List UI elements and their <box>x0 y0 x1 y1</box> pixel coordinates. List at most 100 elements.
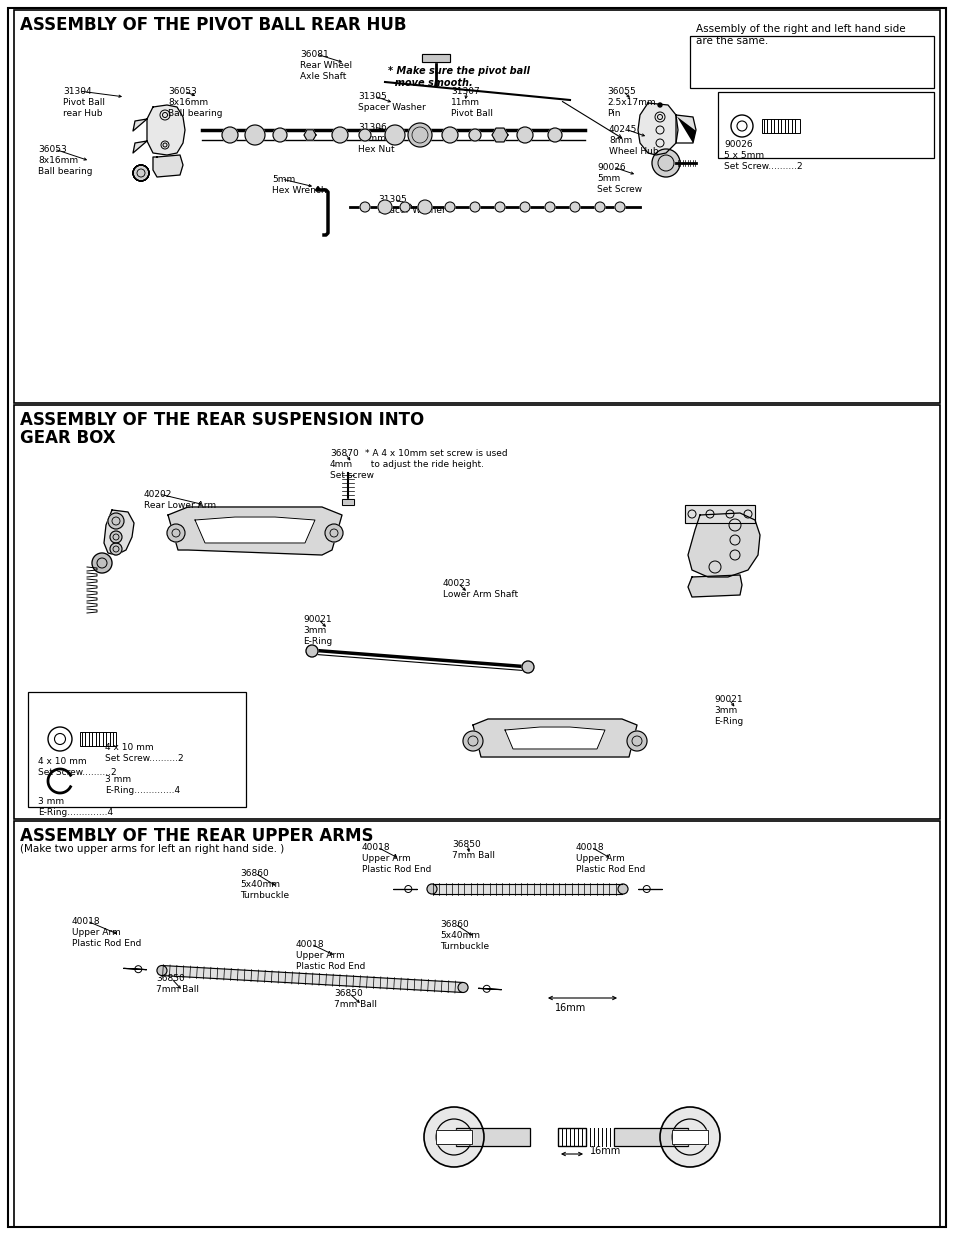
Polygon shape <box>104 510 133 555</box>
Bar <box>671 1130 707 1144</box>
Circle shape <box>427 884 436 894</box>
Text: Assembly of the right and left hand side
are the same.: Assembly of the right and left hand side… <box>696 23 904 47</box>
Polygon shape <box>638 103 678 156</box>
Circle shape <box>651 149 679 177</box>
Polygon shape <box>163 966 462 993</box>
Circle shape <box>417 200 432 214</box>
Text: 16mm: 16mm <box>555 1003 586 1013</box>
Bar <box>718 91 933 158</box>
Text: 36860
5x40mm
Turnbuckle: 36860 5x40mm Turnbuckle <box>240 869 289 900</box>
Polygon shape <box>304 130 315 141</box>
Text: 4 x 10 mm
Set Screw..........2: 4 x 10 mm Set Screw..........2 <box>38 757 116 777</box>
Text: 3 mm
E-Ring..............4: 3 mm E-Ring..............4 <box>105 776 180 795</box>
Text: 36850
7mm Ball: 36850 7mm Ball <box>452 840 495 860</box>
Circle shape <box>273 128 287 142</box>
Circle shape <box>519 203 530 212</box>
Bar <box>421 54 450 62</box>
Circle shape <box>423 1107 483 1167</box>
Circle shape <box>358 128 371 141</box>
Circle shape <box>408 124 432 147</box>
Polygon shape <box>132 119 147 131</box>
Text: ASSEMBLY OF THE REAR UPPER ARMS: ASSEMBLY OF THE REAR UPPER ARMS <box>20 827 374 845</box>
Text: 36870
4mm
Set screw: 36870 4mm Set screw <box>330 450 374 480</box>
Circle shape <box>444 203 455 212</box>
Text: 36055
2.5x17mm
Pin: 36055 2.5x17mm Pin <box>606 86 655 119</box>
Text: 36053
8x16mm
Ball bearing: 36053 8x16mm Ball bearing <box>38 144 92 177</box>
Circle shape <box>167 524 185 542</box>
Circle shape <box>306 645 317 657</box>
Circle shape <box>132 165 149 182</box>
Text: 4 x 10 mm
Set Screw..........2: 4 x 10 mm Set Screw..........2 <box>105 743 183 763</box>
Circle shape <box>658 103 661 107</box>
Bar <box>436 1130 472 1144</box>
Text: 40018
Upper Arm
Plastic Rod End: 40018 Upper Arm Plastic Rod End <box>361 844 431 874</box>
Circle shape <box>110 531 122 543</box>
Bar <box>436 1130 472 1144</box>
Text: 90026
5 x 5mm
Set Screw..........2: 90026 5 x 5mm Set Screw..........2 <box>723 140 801 172</box>
Circle shape <box>469 128 480 141</box>
Circle shape <box>359 203 370 212</box>
Bar <box>341 499 354 505</box>
Polygon shape <box>194 517 314 543</box>
Bar <box>671 1130 707 1144</box>
Polygon shape <box>132 141 147 153</box>
Text: 40018
Upper Arm
Plastic Rod End: 40018 Upper Arm Plastic Rod End <box>71 918 141 948</box>
Polygon shape <box>676 115 696 130</box>
Text: 90021
3mm
E-Ring: 90021 3mm E-Ring <box>303 615 332 646</box>
Text: 16mm: 16mm <box>589 1146 620 1156</box>
Polygon shape <box>478 988 501 989</box>
Circle shape <box>441 127 457 143</box>
Polygon shape <box>123 968 147 969</box>
Bar <box>14 405 939 819</box>
Polygon shape <box>147 105 185 156</box>
Text: 31305
Spacer Washer: 31305 Spacer Washer <box>377 195 445 215</box>
Circle shape <box>495 203 504 212</box>
Text: 31304
Pivot Ball
rear Hub: 31304 Pivot Ball rear Hub <box>63 86 105 119</box>
Bar <box>421 54 450 62</box>
Circle shape <box>626 731 646 751</box>
Circle shape <box>110 543 122 555</box>
Bar <box>761 119 800 133</box>
Text: 36850
7mm Ball: 36850 7mm Ball <box>334 989 376 1009</box>
Bar <box>614 1128 687 1146</box>
Text: ASSEMBLY OF THE REAR SUSPENSION INTO: ASSEMBLY OF THE REAR SUSPENSION INTO <box>20 411 424 429</box>
Polygon shape <box>687 576 741 597</box>
Circle shape <box>245 125 265 144</box>
Bar <box>341 499 354 505</box>
Text: 90026
5mm
Set Screw: 90026 5mm Set Screw <box>597 163 641 194</box>
Polygon shape <box>168 508 341 555</box>
Circle shape <box>659 1107 720 1167</box>
Polygon shape <box>152 156 183 177</box>
Bar <box>684 505 754 522</box>
Bar <box>456 1128 530 1146</box>
Circle shape <box>325 524 343 542</box>
Bar <box>684 505 754 522</box>
Text: 36860
5x40mm
Turnbuckle: 36860 5x40mm Turnbuckle <box>439 920 489 951</box>
Text: 90021
3mm
E-Ring: 90021 3mm E-Ring <box>713 695 742 726</box>
Circle shape <box>618 884 627 894</box>
Text: 40018
Upper Arm
Plastic Rod End: 40018 Upper Arm Plastic Rod End <box>295 940 365 971</box>
Text: 3 mm
E-Ring..............4: 3 mm E-Ring..............4 <box>38 797 113 818</box>
Text: * Make sure the pivot ball: * Make sure the pivot ball <box>388 65 530 77</box>
Circle shape <box>399 203 410 212</box>
Bar <box>614 1128 687 1146</box>
Polygon shape <box>687 513 760 577</box>
Polygon shape <box>676 115 696 143</box>
Text: move smooth.: move smooth. <box>388 78 473 88</box>
Bar <box>456 1128 530 1146</box>
Text: 36850
7mm Ball: 36850 7mm Ball <box>156 974 199 994</box>
Text: ASSEMBLY OF THE PIVOT BALL REAR HUB: ASSEMBLY OF THE PIVOT BALL REAR HUB <box>20 16 406 35</box>
Bar <box>14 10 939 403</box>
Text: 36053
8x16mm
Ball bearing: 36053 8x16mm Ball bearing <box>168 86 222 119</box>
Text: 31306
12mm
Hex Nut: 31306 12mm Hex Nut <box>357 124 395 154</box>
Text: * A 4 x 10mm set screw is used
  to adjust the ride height.: * A 4 x 10mm set screw is used to adjust… <box>365 450 507 469</box>
Bar <box>80 732 116 746</box>
Circle shape <box>595 203 604 212</box>
Circle shape <box>157 966 167 976</box>
Circle shape <box>547 128 561 142</box>
Bar <box>28 692 246 806</box>
Bar <box>689 36 933 88</box>
Text: 40023
Lower Arm Shaft: 40023 Lower Arm Shaft <box>442 579 517 599</box>
Circle shape <box>377 200 392 214</box>
Polygon shape <box>433 884 621 894</box>
